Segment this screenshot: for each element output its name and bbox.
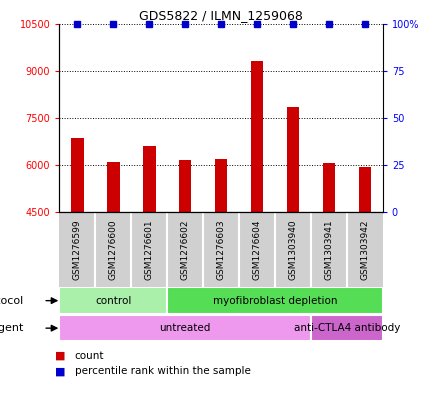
Text: GSM1303940: GSM1303940 xyxy=(289,219,297,280)
Text: protocol: protocol xyxy=(0,296,23,306)
Text: anti-CTLA4 antibody: anti-CTLA4 antibody xyxy=(293,323,400,333)
Text: percentile rank within the sample: percentile rank within the sample xyxy=(75,366,251,376)
Bar xyxy=(251,61,263,212)
Text: GSM1276601: GSM1276601 xyxy=(145,219,154,280)
Text: GSM1276604: GSM1276604 xyxy=(253,219,261,280)
Text: GSM1276600: GSM1276600 xyxy=(109,219,118,280)
Bar xyxy=(59,315,311,342)
Bar xyxy=(71,138,84,212)
Text: GSM1303942: GSM1303942 xyxy=(360,219,369,280)
Text: untreated: untreated xyxy=(159,323,211,333)
Text: GSM1276603: GSM1276603 xyxy=(216,219,226,280)
Bar xyxy=(323,163,335,212)
Text: GSM1276602: GSM1276602 xyxy=(181,219,190,280)
Text: GSM1303941: GSM1303941 xyxy=(324,219,334,280)
Text: GSM1276599: GSM1276599 xyxy=(73,219,82,280)
Text: myofibroblast depletion: myofibroblast depletion xyxy=(213,296,337,306)
Text: ■: ■ xyxy=(55,366,66,376)
Bar xyxy=(143,146,155,212)
Title: GDS5822 / ILMN_1259068: GDS5822 / ILMN_1259068 xyxy=(139,9,303,22)
Text: count: count xyxy=(75,351,104,361)
Bar xyxy=(179,160,191,212)
Text: agent: agent xyxy=(0,323,23,333)
Bar xyxy=(215,159,227,212)
Bar xyxy=(167,287,383,314)
Text: control: control xyxy=(95,296,132,306)
Bar xyxy=(311,315,383,342)
Text: ■: ■ xyxy=(55,351,66,361)
Bar xyxy=(59,287,167,314)
Bar xyxy=(107,162,120,212)
Bar xyxy=(359,167,371,212)
Bar xyxy=(287,107,299,212)
